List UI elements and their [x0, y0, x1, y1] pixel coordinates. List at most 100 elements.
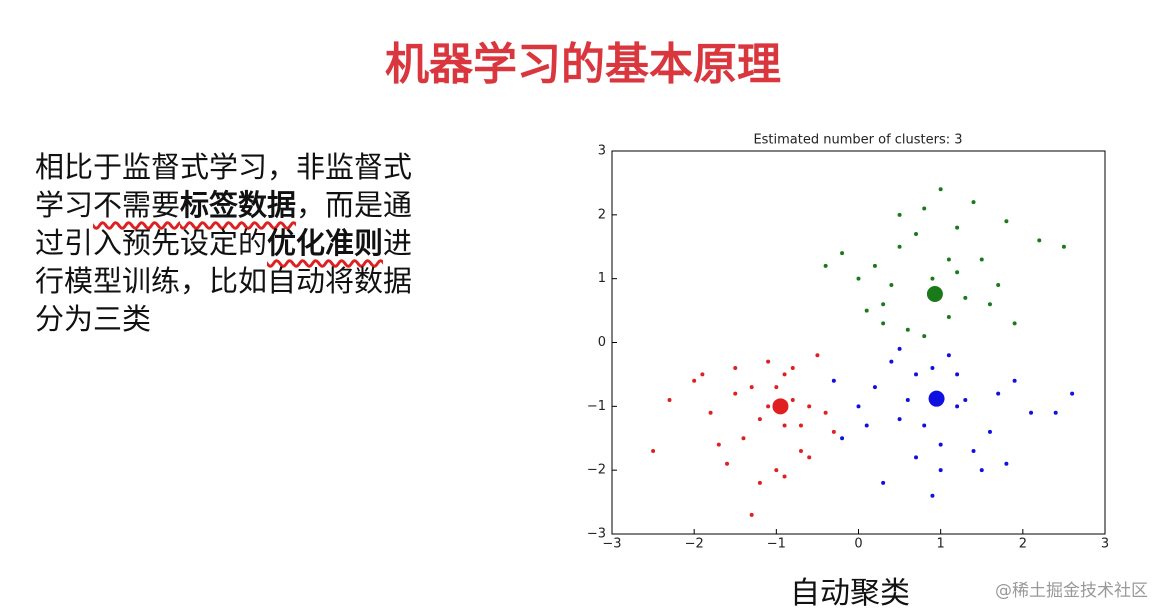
point — [1070, 391, 1075, 396]
x-tick-label: 3 — [1101, 537, 1109, 552]
text-run: 进行模型训练，比如自动将数据分为三类 — [35, 226, 413, 336]
point — [938, 468, 943, 473]
point — [922, 334, 927, 339]
y-tick-label: 0 — [598, 335, 606, 350]
point — [938, 187, 943, 192]
point — [733, 366, 738, 371]
point — [772, 398, 789, 415]
point — [831, 378, 836, 383]
x-tick-label: 0 — [854, 537, 862, 552]
chart-title: Estimated number of clusters: 3 — [753, 133, 962, 148]
point — [1053, 410, 1058, 415]
point — [749, 512, 754, 517]
point — [766, 359, 771, 364]
point — [774, 468, 779, 473]
point — [971, 449, 976, 454]
point — [856, 276, 861, 281]
point — [782, 372, 787, 377]
point — [692, 378, 697, 383]
caption: 自动聚类 — [790, 576, 910, 611]
point — [881, 480, 886, 485]
point — [889, 283, 894, 288]
point — [864, 308, 869, 313]
point — [987, 302, 992, 307]
point — [667, 397, 672, 402]
point — [914, 455, 919, 460]
point — [840, 251, 845, 256]
point — [979, 468, 984, 473]
point — [823, 263, 828, 268]
point — [716, 442, 721, 447]
text-run: 相比于监督式学习，非监督式学习 — [35, 150, 413, 222]
x-tick-label: 1 — [937, 537, 945, 552]
point — [725, 461, 730, 466]
point — [798, 423, 803, 428]
point — [946, 257, 951, 262]
text-run: ，而是通过引入预先设定的 — [35, 188, 413, 260]
point — [955, 270, 960, 275]
point — [823, 410, 828, 415]
point — [807, 455, 812, 460]
point — [864, 423, 869, 428]
point — [979, 257, 984, 262]
point — [757, 417, 762, 422]
point — [1012, 378, 1017, 383]
point — [996, 391, 1001, 396]
y-tick-label: 3 — [598, 144, 606, 159]
point — [987, 429, 992, 434]
point — [930, 276, 935, 281]
point — [1061, 244, 1066, 249]
point — [963, 295, 968, 300]
point — [897, 346, 902, 351]
point — [897, 212, 902, 217]
point — [1004, 461, 1009, 466]
point — [757, 480, 762, 485]
paragraph: 相比于监督式学习，非监督式学习不需要标签数据，而是通过引入预先设定的优化准则进行… — [35, 148, 435, 338]
point — [926, 285, 943, 302]
point — [856, 404, 861, 409]
point — [881, 321, 886, 326]
point — [733, 391, 738, 396]
point — [782, 423, 787, 428]
point — [955, 372, 960, 377]
point — [930, 493, 935, 498]
point — [938, 442, 943, 447]
y-tick-label: −2 — [587, 463, 606, 478]
plot-frame — [611, 150, 1106, 535]
point — [749, 385, 754, 390]
point — [905, 327, 910, 332]
point — [955, 225, 960, 230]
text-run: 标签数据 — [180, 188, 297, 222]
point — [766, 404, 771, 409]
point — [946, 314, 951, 319]
x-tick-label: 2 — [1019, 537, 1027, 552]
point — [914, 231, 919, 236]
x-tick-label: −3 — [602, 537, 621, 552]
slide-title: 机器学习的基本原理 — [385, 39, 781, 90]
point — [922, 423, 927, 428]
point — [930, 366, 935, 371]
point — [807, 404, 812, 409]
y-tick-label: −1 — [587, 399, 606, 414]
point — [831, 429, 836, 434]
point — [815, 353, 820, 358]
y-tick-label: 2 — [598, 207, 606, 222]
point — [922, 206, 927, 211]
point — [963, 397, 968, 402]
point — [790, 397, 795, 402]
point — [914, 372, 919, 377]
x-tick-label: −1 — [767, 537, 786, 552]
point — [889, 359, 894, 364]
point — [840, 436, 845, 441]
point — [872, 385, 877, 390]
point — [790, 366, 795, 371]
point — [996, 283, 1001, 288]
point — [1012, 321, 1017, 326]
point — [774, 385, 779, 390]
text-run: 优化准则 — [267, 226, 384, 260]
y-tick-label: −3 — [587, 527, 606, 542]
point — [897, 417, 902, 422]
point — [651, 449, 656, 454]
y-tick-label: 1 — [598, 271, 606, 286]
